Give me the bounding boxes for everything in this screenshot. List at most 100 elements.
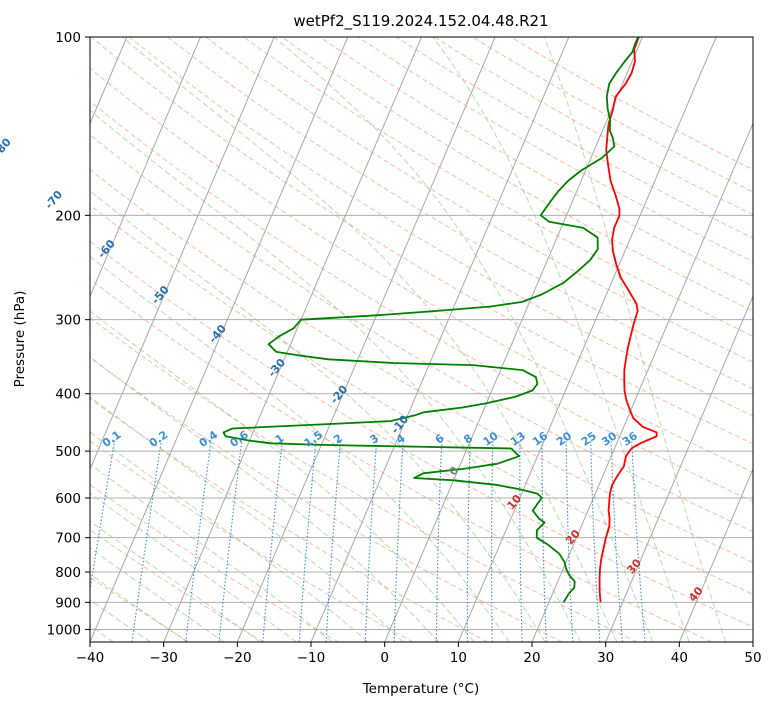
moist-adiabat [90,463,333,642]
x-tick-label: 20 [523,650,540,666]
isotherm-gridline [531,122,753,642]
mixing-ratio-line [610,440,623,642]
mixing-ratio-line [490,440,494,642]
dry-adiabat [90,317,638,642]
moist-adiabat [90,492,297,642]
mixing-ratio-line [325,440,342,642]
y-axis-label: Pressure (hPa) [12,291,28,388]
mixing-ratio-label: 13 [508,429,528,448]
y-tick-label: 500 [55,444,81,460]
mixing-ratio-line [218,440,243,642]
y-tick-label: 100 [55,30,81,46]
moist-adiabat [90,255,510,642]
moist-adiabat [90,109,582,642]
isotherm-label: -80 [0,135,14,159]
mixing-ratio-line [90,440,116,594]
mixing-ratio-label: 0.4 [197,428,221,450]
x-axis-label: Temperature (°C) [362,681,480,697]
mixing-ratio-line [565,440,574,642]
moist-adiabat [90,431,369,642]
y-tick-label: 700 [55,531,81,547]
dry-adiabat [90,529,264,642]
dry-adiabat [90,397,488,642]
dry-adiabat [90,241,753,628]
dewpoint-profile-line [222,37,639,603]
mixing-ratio-label: 6 [433,431,447,446]
y-axis-ticks: 100 200 300 400 500 600 700 800 900 1000 [47,30,90,638]
mixing-ratio-label: 0.6 [227,428,251,450]
moist-adiabat [90,310,475,642]
x-tick-label: −30 [149,650,178,666]
dry-adiabat [90,278,712,642]
isotherm-gridline [90,37,275,471]
mixing-ratio-label: 1.5 [302,428,325,450]
isotherm-gridline [310,37,570,642]
mixing-ratio-label: 0.1 [100,428,123,450]
isotherm-gridline [457,37,717,642]
x-tick-label: −20 [223,650,252,666]
dry-adiabat [167,37,753,390]
isotherm-gridline [384,37,643,642]
background-lines [90,37,753,642]
dry-adiabat [205,37,753,363]
x-tick-label: 50 [744,650,761,666]
isotherm-label: -50 [149,283,172,307]
y-tick-label: 900 [55,595,81,611]
dry-adiabat [243,37,753,337]
line-labels: 0.10.20.40.611.52346810131620253036-100-… [0,135,706,604]
mixing-ratio-line [590,440,601,642]
moist-adiabat [90,190,546,642]
moist-adiabat [432,37,690,642]
isotherm-label: -30 [265,356,288,380]
x-tick-label: 0 [380,650,389,666]
mixing-ratio-line [298,440,317,642]
isotherm-gridline [752,640,753,642]
dry-adiabat [90,440,414,642]
dry-adiabat [357,37,753,263]
x-tick-label: 40 [671,650,688,666]
isotherm-gridline [605,295,753,642]
dry-adiabat [90,484,339,642]
mixing-ratio-line [185,440,212,642]
x-axis-ticks: −40 −30 −20 −10 0 10 20 30 40 50 [76,642,762,666]
moist-adiabat [90,356,439,642]
dry-adiabat [90,37,753,445]
plot-frame [89,36,754,643]
dry-adiabat [90,67,753,473]
mixing-ratio-line [631,440,646,642]
y-tick-label: 600 [55,491,81,507]
dry-adiabat [90,356,563,642]
mixing-ratio-line [393,440,404,642]
isotherm-gridline [90,37,349,642]
dry-adiabat [434,37,753,216]
mixing-ratio-line [466,440,471,642]
mixing-ratio-lines [90,440,646,642]
isotherm-gridline [90,37,201,298]
x-tick-label: −10 [297,650,326,666]
moist-adiabat [90,520,261,642]
moist-adiabat [90,396,404,642]
dry-adiabat [510,37,753,171]
moist-adiabat [90,573,188,642]
temperature-profile-line [598,37,658,603]
isotherm-gridline [163,37,422,642]
chart-title: wetPf2_S119.2024.152.04.48.R21 [293,12,548,31]
mixing-ratio-label: 20 [554,429,574,449]
y-tick-label: 800 [55,565,81,581]
y-tick-label: 300 [55,313,81,329]
isotherm-label: -60 [95,237,118,261]
mixing-ratio-line [435,440,443,642]
mixing-ratio-line [364,440,378,642]
mixing-ratio-line [519,440,523,642]
mixing-ratio-label: 30 [599,429,619,449]
isotherm-gridline [236,37,496,642]
moist-adiabat [90,547,225,642]
dry-adiabat [90,134,753,533]
isotherm-gridline [678,467,753,642]
mixing-ratio-label: 3 [367,432,381,447]
y-tick-label: 400 [55,387,81,403]
mixing-ratio-label: 10 [481,429,501,449]
dry-adiabat [90,168,753,564]
moist-adiabat [273,37,654,642]
